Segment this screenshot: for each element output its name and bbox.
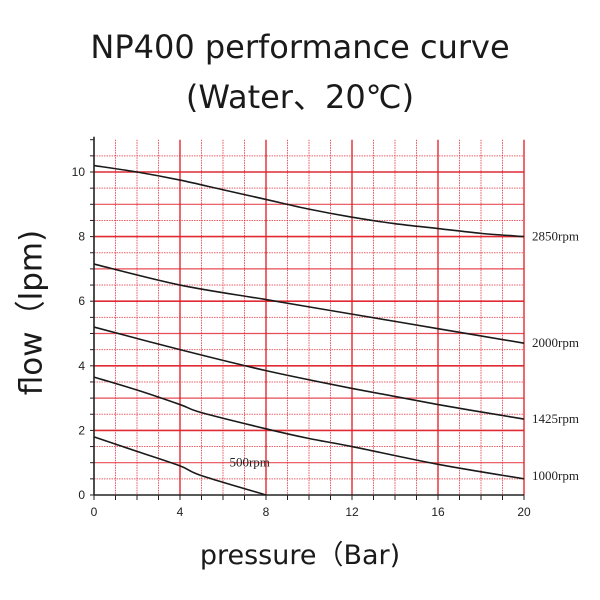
series-label-1425rpm: 1425rpm	[532, 411, 579, 426]
x-tick-label: 8	[263, 505, 270, 519]
chart-subtitle: (Water、20℃)	[185, 78, 415, 116]
series-line-1000rpm	[93, 376, 525, 480]
y-tick-label: 8	[78, 230, 85, 244]
x-tick-label: 0	[91, 505, 98, 519]
y-tick-label: 10	[72, 165, 86, 179]
y-tick-label: 4	[78, 359, 85, 373]
series-line-500rpm	[93, 436, 267, 496]
x-tick-label: 12	[345, 505, 359, 519]
chart-title: NP400 performance curve	[90, 28, 510, 66]
y-tick-label: 2	[78, 423, 85, 437]
series-labels: 2850rpm 2000rpm 1425rpm 1000rpm 500rpm	[229, 229, 579, 483]
series-label-2000rpm: 2000rpm	[532, 335, 579, 350]
y-tick-label: 0	[78, 488, 85, 502]
x-axis-label: pressure（Bar)	[199, 540, 401, 571]
axes: 0 2 4 6 8 10 0 4 8 12 16 20	[72, 136, 531, 519]
series-line-2850rpm	[93, 164, 525, 238]
x-tick-label: 20	[517, 505, 531, 519]
series-line-2000rpm	[93, 263, 525, 344]
series-line-1425rpm	[93, 326, 525, 420]
series-lines	[93, 164, 525, 496]
y-tick-label: 6	[78, 294, 85, 308]
x-tick-label: 16	[431, 505, 445, 519]
series-label-500rpm: 500rpm	[229, 455, 269, 470]
x-tick-label: 4	[177, 505, 184, 519]
series-label-2850rpm: 2850rpm	[532, 229, 579, 244]
grid	[94, 139, 525, 495]
series-label-1000rpm: 1000rpm	[532, 468, 579, 483]
